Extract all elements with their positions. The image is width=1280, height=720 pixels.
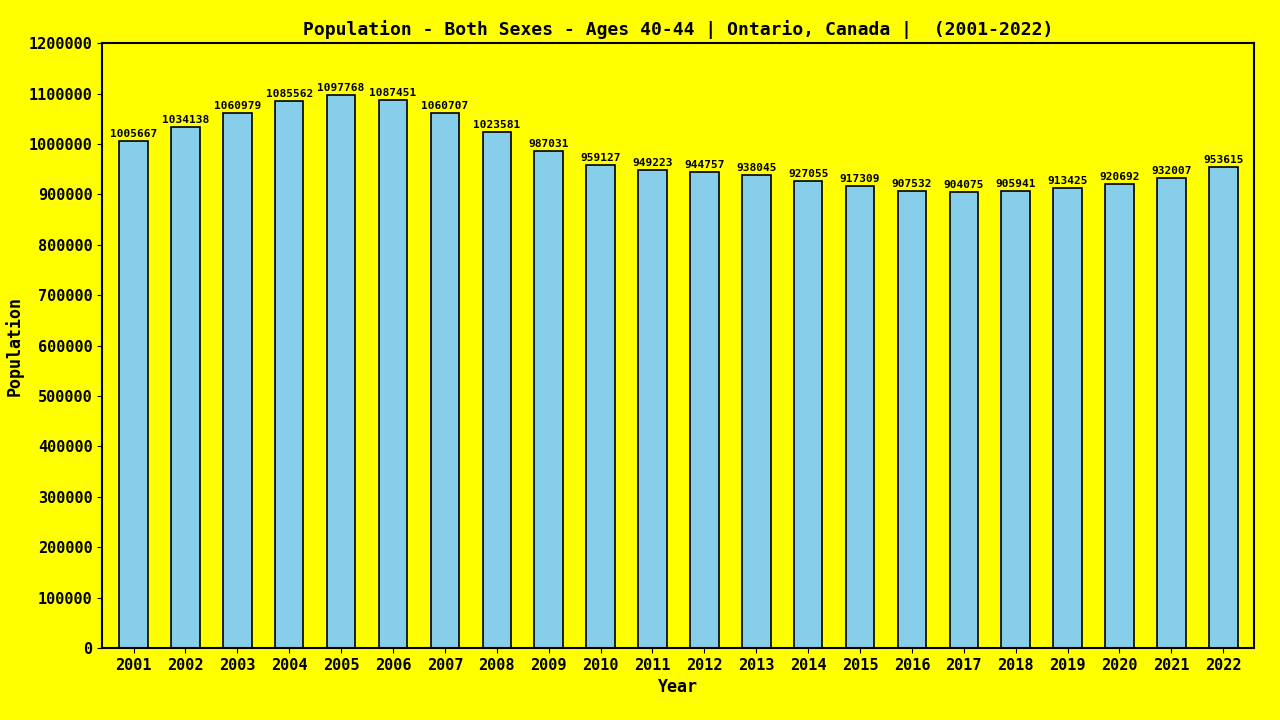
Text: 913425: 913425 xyxy=(1047,176,1088,186)
Bar xyxy=(846,186,874,648)
Bar xyxy=(1053,188,1082,648)
Bar xyxy=(794,181,822,648)
Bar xyxy=(172,127,200,648)
Y-axis label: Population: Population xyxy=(4,296,23,395)
Text: 944757: 944757 xyxy=(684,160,724,170)
X-axis label: Year: Year xyxy=(658,678,699,696)
Bar xyxy=(950,192,978,648)
Text: 959127: 959127 xyxy=(580,153,621,163)
Text: 953615: 953615 xyxy=(1203,156,1243,166)
Text: 907532: 907532 xyxy=(892,179,932,189)
Bar xyxy=(586,165,614,648)
Bar xyxy=(119,141,147,648)
Bar xyxy=(483,132,511,648)
Text: 1085562: 1085562 xyxy=(265,89,312,99)
Text: 1060707: 1060707 xyxy=(421,102,468,112)
Bar xyxy=(379,100,407,648)
Text: 938045: 938045 xyxy=(736,163,777,174)
Bar xyxy=(1001,192,1030,648)
Text: 917309: 917309 xyxy=(840,174,881,184)
Bar xyxy=(639,170,667,648)
Bar xyxy=(534,150,563,648)
Bar xyxy=(897,191,927,648)
Text: 920692: 920692 xyxy=(1100,172,1139,182)
Text: 1034138: 1034138 xyxy=(161,114,209,125)
Text: 1005667: 1005667 xyxy=(110,129,157,139)
Text: 904075: 904075 xyxy=(943,180,984,190)
Bar xyxy=(430,114,460,648)
Bar xyxy=(275,101,303,648)
Text: 1097768: 1097768 xyxy=(317,83,365,93)
Text: 1087451: 1087451 xyxy=(370,88,416,98)
Text: 987031: 987031 xyxy=(529,138,568,148)
Text: 927055: 927055 xyxy=(788,168,828,179)
Bar xyxy=(1210,167,1238,648)
Bar xyxy=(1157,179,1185,648)
Bar xyxy=(690,172,718,648)
Title: Population - Both Sexes - Ages 40-44 | Ontario, Canada |  (2001-2022): Population - Both Sexes - Ages 40-44 | O… xyxy=(303,20,1053,39)
Bar xyxy=(223,113,252,648)
Text: 949223: 949223 xyxy=(632,158,673,168)
Text: 1023581: 1023581 xyxy=(474,120,521,130)
Text: 905941: 905941 xyxy=(996,179,1036,189)
Bar xyxy=(742,175,771,648)
Text: 1060979: 1060979 xyxy=(214,102,261,112)
Text: 932007: 932007 xyxy=(1151,166,1192,176)
Bar xyxy=(326,95,356,648)
Bar xyxy=(1105,184,1134,648)
